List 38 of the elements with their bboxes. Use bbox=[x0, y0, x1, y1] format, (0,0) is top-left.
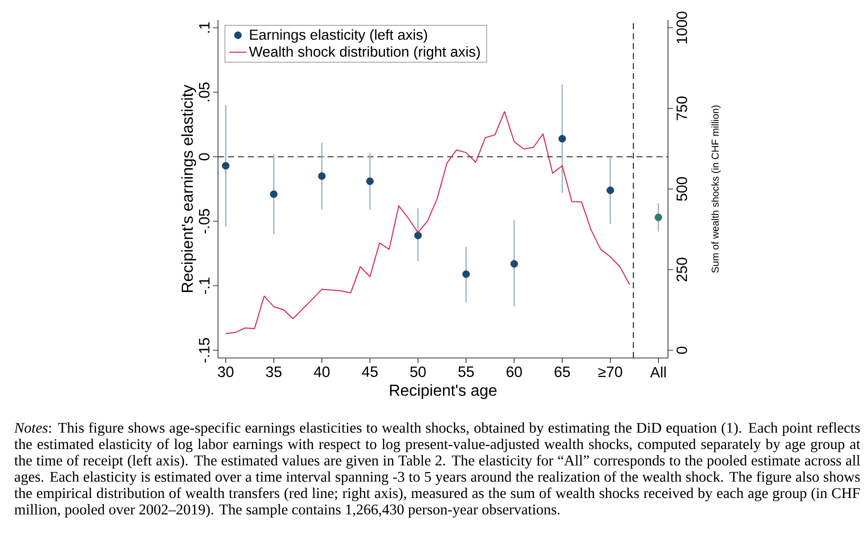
y2-tick-label: 1000 bbox=[676, 12, 688, 44]
y-tick-label: 0 bbox=[198, 153, 210, 160]
point bbox=[510, 260, 518, 268]
point bbox=[606, 186, 614, 194]
x-tick-label: 60 bbox=[506, 366, 522, 378]
y-tick-label: .05 bbox=[198, 82, 210, 102]
y2-tick-label: 500 bbox=[676, 177, 688, 201]
y2-tick-label: 250 bbox=[676, 258, 688, 282]
y-tick-label: -.05 bbox=[198, 209, 210, 234]
y-axis-title: Recipient's earnings elasticity bbox=[181, 84, 196, 292]
x-tick-label: 55 bbox=[458, 366, 474, 377]
y-tick-label: -.1 bbox=[199, 278, 210, 294]
point bbox=[654, 214, 662, 222]
point bbox=[558, 134, 566, 142]
y2-tick-label: 0 bbox=[676, 346, 688, 354]
x-tick-label: 30 bbox=[218, 366, 234, 378]
text: Notes: This figure shows age-specific earnings elasticities to wealth shocks, obtained by estimating the DiD equation (1). Each point reflects the estimated elasticity of log labor earnings with respect to log present-value-adjusted wealth shocks, computed separately by age group at the time of receipt (left axis). The estimated values are given in Table 2. The elasticity for “All” corresponds to the pooled estimate across all ages. Each elasticity is estimated over a time interval spanning -3 to 5 years around the realization of the wealth shock. The figure also shows the empirical distribution of wealth transfers (red line; right axis), measured as the sum of wealth shocks received by each age group (in CHF million, pooled over 2002–2019). The sample contains 1,266,430 person-year observations. bbox=[14, 422, 860, 518]
x-tick-label: 40 bbox=[314, 366, 330, 378]
point bbox=[222, 162, 230, 170]
x-tick-label: ≥70 bbox=[598, 366, 622, 378]
y-tick-label: .1 bbox=[199, 22, 210, 33]
x-tick-label: All bbox=[650, 366, 666, 378]
line-series bbox=[225, 111, 630, 334]
y2-axis-title: Sum of wealth shocks (in CHF million) bbox=[711, 106, 721, 273]
point bbox=[414, 232, 422, 240]
x-axis-title: Recipient's age bbox=[390, 384, 497, 400]
point bbox=[366, 177, 374, 186]
point bbox=[270, 190, 278, 198]
x-tick-label: 35 bbox=[266, 366, 282, 378]
x-tick-label: 50 bbox=[410, 366, 426, 378]
y-tick-label: -.15 bbox=[199, 338, 210, 362]
point bbox=[462, 270, 470, 278]
point bbox=[318, 172, 326, 180]
legend-label: Wealth shock distribution (right axis) bbox=[249, 46, 480, 60]
x-tick-label: 65 bbox=[554, 366, 570, 378]
x-tick-label: 45 bbox=[362, 366, 378, 377]
y2-tick-label: 750 bbox=[676, 96, 688, 120]
legend-label: Earnings elasticity (left axis) bbox=[250, 29, 428, 43]
